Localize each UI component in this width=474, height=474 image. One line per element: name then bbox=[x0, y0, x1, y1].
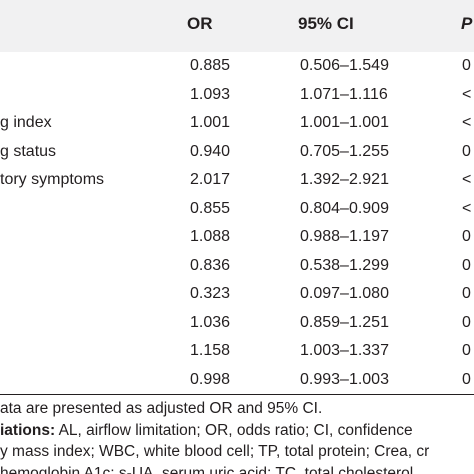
footnote-data-note: ata are presented as adjusted OR and 95%… bbox=[0, 400, 323, 417]
footnote-abbreviations: iations: AL, airflow limitation; OR, odd… bbox=[0, 420, 474, 442]
table-row: 1.093 1.071–1.116 < bbox=[0, 81, 474, 110]
row-ci-value: 0.859–1.251 bbox=[300, 313, 389, 331]
table-row: 0.836 0.538–1.299 0 bbox=[0, 252, 474, 281]
table-row: 0.855 0.804–0.909 < bbox=[0, 195, 474, 224]
row-ci-value: 1.003–1.337 bbox=[300, 342, 389, 359]
row-or-value: 0.836 bbox=[190, 256, 231, 274]
table-row: 0.323 0.097–1.080 0 bbox=[0, 280, 474, 309]
row-p-value: < bbox=[462, 171, 472, 188]
row-p-value: 0 bbox=[462, 370, 471, 388]
table-footnotes: ata are presented as adjusted OR and 95%… bbox=[0, 398, 474, 474]
row-ci-value: 0.097–1.080 bbox=[300, 285, 389, 302]
table-row: 1.088 0.988–1.197 0 bbox=[0, 223, 474, 252]
row-p-value: 0 bbox=[462, 313, 471, 331]
table-row: 0.998 0.993–1.003 0 bbox=[0, 366, 474, 395]
row-ci-value: 0.804–0.909 bbox=[300, 199, 389, 217]
row-ci-value: 1.071–1.116 bbox=[300, 85, 388, 103]
row-or-value: 0.885 bbox=[190, 57, 231, 74]
table-bottom-rule bbox=[0, 394, 474, 395]
row-or-value: 1.093 bbox=[190, 85, 231, 103]
row-p-value: < bbox=[462, 114, 472, 131]
row-ci-value: 1.392–2.921 bbox=[300, 171, 389, 188]
table-row: 0.885 0.506–1.549 0 bbox=[0, 52, 474, 81]
row-or-value: 1.088 bbox=[190, 228, 231, 245]
row-ci-value: 0.506–1.549 bbox=[300, 57, 389, 74]
table-row: 1.036 0.859–1.251 0 bbox=[0, 309, 474, 338]
table-body: 0.885 0.506–1.549 0 1.093 1.071–1.116 < g inde… bbox=[0, 52, 474, 394]
abbreviations-text: AL, airflow limitation; OR, odds ratio; … bbox=[55, 421, 413, 439]
row-label: tory symptoms bbox=[0, 171, 105, 188]
row-ci-value: 1.001–1.001 bbox=[300, 114, 389, 131]
row-p-value: 0 bbox=[462, 342, 471, 359]
table-row: tory symptoms 2.017 1.392–2.921 < bbox=[0, 166, 474, 195]
footnote-abbreviations-cont-2: hemoglobin A1c; s-UA, serum uric acid; T… bbox=[0, 464, 418, 474]
footnote-abbreviations-cont-1: y mass index; WBC, white blood cell; TP,… bbox=[0, 443, 430, 460]
row-or-value: 0.855 bbox=[190, 199, 231, 217]
row-ci-value: 0.538–1.299 bbox=[300, 256, 389, 274]
row-p-value: 0 bbox=[462, 256, 471, 274]
table-row: 1.158 1.003–1.337 0 bbox=[0, 337, 474, 366]
row-or-value: 0.323 bbox=[190, 285, 231, 302]
row-p-value: 0 bbox=[462, 142, 471, 160]
row-or-value: 1.001 bbox=[190, 114, 231, 131]
row-p-value: < bbox=[462, 85, 472, 103]
row-or-value: 2.017 bbox=[190, 171, 231, 188]
header-or: OR bbox=[187, 14, 213, 33]
row-label: g status bbox=[0, 142, 57, 160]
row-or-value: 0.940 bbox=[190, 142, 231, 160]
row-p-value: 0 bbox=[462, 228, 471, 245]
abbreviations-label: iations: bbox=[0, 421, 56, 439]
row-p-value: 0 bbox=[462, 285, 471, 302]
row-ci-value: 0.988–1.197 bbox=[300, 228, 389, 245]
header-95-ci: 95% CI bbox=[298, 14, 354, 33]
row-p-value: 0 bbox=[462, 57, 471, 74]
table-header-row: OR 95% CI P bbox=[0, 0, 474, 52]
table-row: g status 0.940 0.705–1.255 0 bbox=[0, 138, 474, 167]
header-p-value: P bbox=[461, 14, 473, 33]
row-ci-value: 0.705–1.255 bbox=[300, 142, 389, 160]
row-or-value: 1.158 bbox=[190, 342, 231, 359]
row-or-value: 1.036 bbox=[190, 313, 231, 331]
row-label: g index bbox=[0, 114, 52, 131]
row-p-value: < bbox=[462, 199, 472, 217]
table-row: g index 1.001 1.001–1.001 < bbox=[0, 109, 474, 138]
row-ci-value: 0.993–1.003 bbox=[300, 370, 389, 388]
row-or-value: 0.998 bbox=[190, 370, 231, 388]
